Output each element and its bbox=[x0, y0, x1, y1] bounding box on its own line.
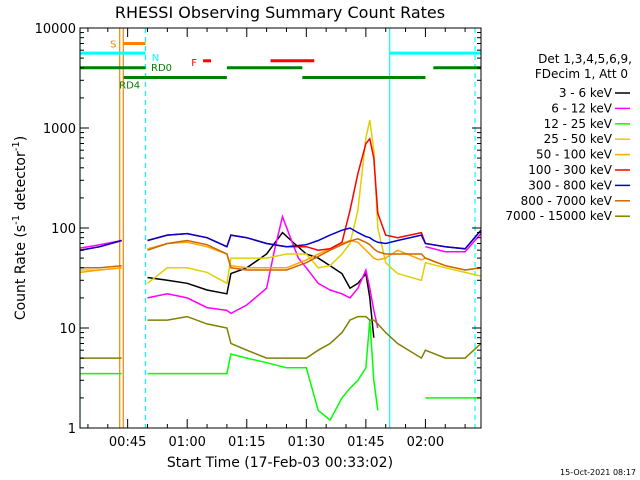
legend-label-9: 7000 - 15000 keV bbox=[505, 209, 612, 223]
axis-ticks: 10000 1000 100 10 1 00:45 01:00 01:15 01:30 01:45… bbox=[35, 22, 481, 450]
legend-label-5: 50 - 100 keV bbox=[536, 148, 613, 162]
status-bar-label-s: S bbox=[110, 39, 116, 50]
y-axis-label-sup1: -1 bbox=[11, 215, 22, 225]
series-line-9 bbox=[80, 315, 481, 360]
plot-clip-group bbox=[80, 28, 481, 428]
x-tick-label: 01:15 bbox=[228, 435, 265, 450]
legend-label-7: 300 - 800 keV bbox=[528, 178, 612, 192]
y-axis-label-end: ) bbox=[13, 136, 29, 141]
x-tick-label: 00:45 bbox=[109, 435, 146, 450]
y-tick-label: 1 bbox=[68, 422, 76, 437]
y-tick-label: 1000 bbox=[43, 122, 76, 137]
y-tick-label: 100 bbox=[51, 222, 76, 237]
y-axis-label: Count Rate (s-1 detector-1) bbox=[11, 136, 29, 320]
series-line-3 bbox=[80, 320, 481, 422]
status-bar-label-rd4: RD4 bbox=[119, 80, 140, 91]
x-tick-label: 02:00 bbox=[407, 435, 444, 450]
status-bar-label-rd0: RD0 bbox=[151, 63, 172, 74]
x-tick-label: 01:00 bbox=[168, 435, 205, 450]
legend-label-4: 25 - 50 keV bbox=[544, 132, 613, 146]
legend-label-8: 800 - 7000 keV bbox=[521, 194, 613, 208]
status-bar-label-n: N bbox=[152, 53, 159, 64]
legend-label-2: 6 - 12 keV bbox=[551, 101, 613, 115]
legend-label-3: 12 - 25 keV bbox=[544, 117, 613, 131]
legend-header-line-1: Det 1,3,4,5,6,9, bbox=[538, 52, 632, 66]
legend: Det 1,3,4,5,6,9, FDecim 1, Att 0 3 - 6 k… bbox=[505, 52, 632, 223]
y-axis-label-sup2: -1 bbox=[11, 141, 22, 151]
legend-header-line-2: FDecim 1, Att 0 bbox=[535, 67, 628, 81]
y-tick-label: 10000 bbox=[35, 22, 76, 37]
footer-timestamp: 15-Oct-2021 08:17 bbox=[560, 468, 636, 477]
x-tick-label: 01:45 bbox=[347, 435, 384, 450]
plot-area: S N F RD0 RD4 bbox=[80, 28, 481, 428]
chart-title: RHESSI Observing Summary Count Rates bbox=[115, 3, 445, 22]
legend-label-6: 100 - 300 keV bbox=[528, 163, 612, 177]
y-tick-label: 10 bbox=[59, 322, 76, 337]
series-line-8 bbox=[80, 238, 481, 271]
x-axis-label: Start Time (17-Feb-03 00:33:02) bbox=[167, 455, 393, 471]
legend-label-1: 3 - 6 keV bbox=[559, 86, 613, 100]
y-axis-label-main: Count Rate (s bbox=[13, 225, 29, 320]
series-line-7 bbox=[80, 227, 481, 251]
y-axis-label-mid: detector bbox=[13, 151, 29, 215]
series-line-1 bbox=[147, 231, 375, 338]
status-bar-label-f: F bbox=[191, 58, 197, 69]
x-tick-label: 01:30 bbox=[288, 435, 325, 450]
